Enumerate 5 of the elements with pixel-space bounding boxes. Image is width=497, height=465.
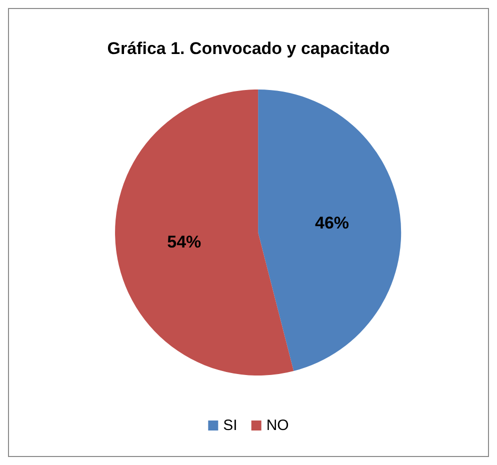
legend-label: SI (223, 417, 238, 434)
data-label: 46% (314, 214, 350, 233)
chart-title: Gráfica 1. Convocado y capacitado (107, 39, 390, 58)
data-label: 54% (167, 232, 202, 252)
legend-label: NO (266, 417, 289, 434)
